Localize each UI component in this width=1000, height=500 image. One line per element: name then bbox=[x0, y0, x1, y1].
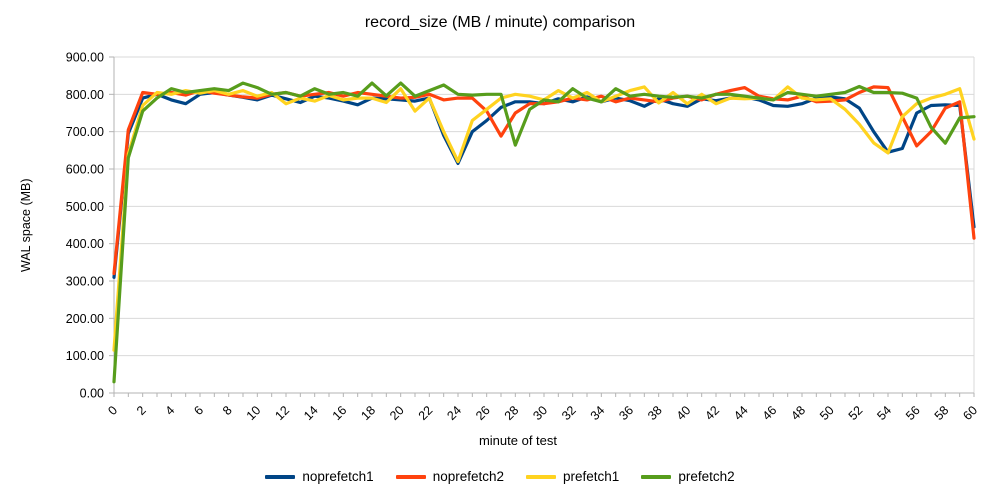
y-tick-label: 900.00 bbox=[66, 51, 104, 65]
legend-swatch-prefetch2 bbox=[641, 474, 672, 479]
y-tick-label: 600.00 bbox=[66, 163, 104, 177]
legend-swatch-prefetch1 bbox=[526, 474, 557, 479]
x-tick-label: 52 bbox=[846, 403, 866, 423]
y-tick-label: 200.00 bbox=[66, 312, 104, 326]
x-tick-label: 50 bbox=[817, 403, 837, 423]
x-tick-label: 32 bbox=[559, 403, 579, 423]
legend-item-noprefetch1: noprefetch1 bbox=[265, 469, 374, 484]
legend-label-prefetch1: prefetch1 bbox=[563, 469, 620, 484]
x-tick-label: 34 bbox=[588, 403, 608, 423]
series-noprefetch2 bbox=[112, 85, 976, 276]
series-prefetch1 bbox=[112, 85, 976, 352]
x-tick-labels: 0 2 4 6 8 10 12 14 16 18 20 22 24 26 28 30 32 34 36 38 40 42 4… bbox=[105, 403, 980, 423]
x-tick-label: 48 bbox=[788, 403, 808, 423]
y-tick-labels: 0.00 100.00 200.00 300.00 400.00 500.00 600.00… bbox=[66, 51, 104, 401]
x-tick-label: 38 bbox=[645, 403, 665, 423]
x-tick-label: 26 bbox=[473, 403, 493, 423]
x-tick-label: 22 bbox=[416, 403, 436, 423]
y-tick-label: 400.00 bbox=[66, 237, 104, 251]
x-tick-label: 46 bbox=[760, 403, 780, 423]
x-tick-label: 44 bbox=[731, 403, 751, 423]
legend-label-noprefetch2: noprefetch2 bbox=[432, 469, 505, 484]
x-tick-label: 8 bbox=[220, 403, 235, 418]
x-tick-label: 56 bbox=[903, 403, 923, 423]
x-tick-label: 12 bbox=[272, 403, 292, 423]
x-tick-label: 2 bbox=[134, 403, 149, 418]
x-tick-label: 16 bbox=[330, 403, 350, 423]
legend-swatch-noprefetch2 bbox=[395, 474, 426, 479]
x-tick-label: 4 bbox=[163, 403, 178, 418]
x-tick-label: 6 bbox=[191, 403, 206, 418]
y-tick-label: 100.00 bbox=[66, 349, 104, 363]
series-noprefetch1 bbox=[112, 90, 976, 279]
legend-swatch-noprefetch1 bbox=[265, 474, 296, 479]
y-tick-label: 0.00 bbox=[80, 387, 104, 401]
legend: noprefetch1 noprefetch2 prefetch1 prefet… bbox=[0, 469, 1000, 484]
x-tick-label: 18 bbox=[358, 403, 378, 423]
x-tick-label: 30 bbox=[530, 403, 550, 423]
x-axis-title: minute of test bbox=[478, 433, 558, 448]
x-tick-label: 0 bbox=[105, 403, 120, 418]
series-prefetch2 bbox=[112, 81, 976, 384]
legend-item-noprefetch2: noprefetch2 bbox=[395, 469, 505, 484]
y-tick-label: 800.00 bbox=[66, 88, 104, 102]
x-tick-label: 28 bbox=[502, 403, 522, 423]
y-tick-label: 300.00 bbox=[66, 275, 104, 289]
x-tick-label: 58 bbox=[932, 403, 952, 423]
x-tick-label: 54 bbox=[874, 403, 894, 423]
chart-title: record_size (MB / minute) comparison bbox=[364, 14, 636, 31]
legend-item-prefetch2: prefetch2 bbox=[641, 469, 735, 484]
x-tick-label: 42 bbox=[702, 403, 722, 423]
legend-item-prefetch1: prefetch1 bbox=[526, 469, 619, 484]
x-tick-label: 24 bbox=[444, 403, 464, 423]
x-tick-label: 20 bbox=[387, 403, 407, 423]
x-tick-label: 40 bbox=[674, 403, 694, 423]
y-tick-label: 500.00 bbox=[66, 200, 104, 214]
legend-label-prefetch2: prefetch2 bbox=[678, 469, 735, 484]
x-tick-label: 36 bbox=[616, 403, 636, 423]
legend-label-noprefetch1: noprefetch1 bbox=[302, 469, 374, 484]
x-tick-label: 14 bbox=[301, 403, 321, 423]
x-tick-label: 60 bbox=[960, 403, 980, 423]
y-tick-label: 700.00 bbox=[66, 125, 104, 139]
x-tick-label: 10 bbox=[244, 403, 264, 423]
